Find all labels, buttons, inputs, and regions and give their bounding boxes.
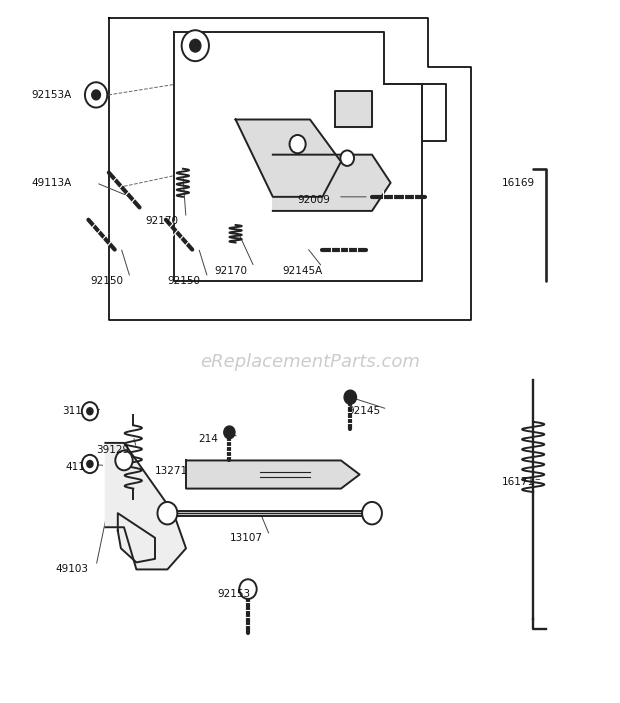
Circle shape bbox=[115, 451, 133, 470]
Text: 49113A: 49113A bbox=[31, 178, 71, 188]
Text: eReplacementParts.com: eReplacementParts.com bbox=[200, 353, 420, 371]
Circle shape bbox=[344, 390, 356, 404]
Text: 39129: 39129 bbox=[96, 445, 129, 455]
Polygon shape bbox=[236, 120, 341, 197]
Text: 92150: 92150 bbox=[90, 276, 123, 286]
Circle shape bbox=[290, 135, 306, 153]
Text: 92170: 92170 bbox=[214, 266, 247, 276]
Polygon shape bbox=[273, 155, 391, 211]
Text: 49103: 49103 bbox=[56, 565, 89, 574]
Text: 13107: 13107 bbox=[229, 533, 262, 543]
Polygon shape bbox=[105, 443, 186, 569]
Circle shape bbox=[87, 408, 93, 415]
Text: 92145: 92145 bbox=[347, 406, 380, 416]
Text: 16169: 16169 bbox=[502, 178, 535, 188]
Circle shape bbox=[190, 39, 201, 52]
Polygon shape bbox=[335, 91, 372, 127]
Text: 411: 411 bbox=[65, 463, 85, 472]
Circle shape bbox=[239, 579, 257, 599]
Circle shape bbox=[362, 502, 382, 524]
Circle shape bbox=[157, 502, 177, 524]
Circle shape bbox=[224, 426, 235, 439]
Polygon shape bbox=[118, 513, 155, 562]
Text: 92153: 92153 bbox=[217, 589, 250, 599]
Text: 92145A: 92145A bbox=[282, 266, 322, 276]
Text: 16171: 16171 bbox=[502, 477, 535, 486]
Circle shape bbox=[82, 455, 98, 473]
Circle shape bbox=[340, 150, 354, 166]
Text: 92009: 92009 bbox=[298, 195, 330, 205]
Circle shape bbox=[85, 82, 107, 108]
Text: 92170: 92170 bbox=[146, 217, 179, 226]
Text: 13271: 13271 bbox=[155, 466, 188, 476]
Circle shape bbox=[82, 402, 98, 420]
Text: 92150: 92150 bbox=[167, 276, 200, 286]
Circle shape bbox=[182, 30, 209, 61]
Text: 311: 311 bbox=[62, 406, 82, 416]
Text: 214: 214 bbox=[198, 434, 218, 444]
Circle shape bbox=[87, 460, 93, 467]
Circle shape bbox=[92, 90, 100, 100]
Polygon shape bbox=[186, 460, 360, 489]
Text: 92153A: 92153A bbox=[31, 90, 71, 100]
